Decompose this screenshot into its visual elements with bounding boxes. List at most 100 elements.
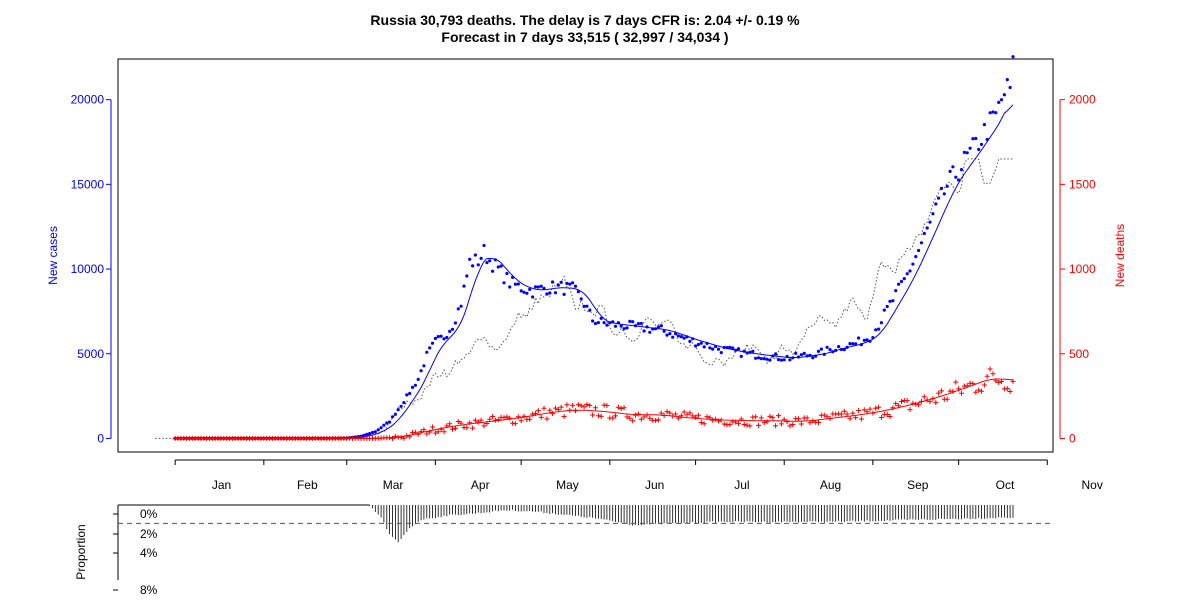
- y-right-tick-label: 0: [1069, 431, 1076, 445]
- new-deaths-point: [515, 414, 521, 420]
- new-deaths-point: [487, 416, 493, 422]
- new-deaths-point: [438, 426, 444, 432]
- cfr-tick-label: 4%: [140, 546, 158, 560]
- new-deaths-point: [810, 418, 816, 424]
- new-cases-point: [868, 339, 872, 343]
- new-deaths-point: [467, 420, 473, 426]
- new-deaths-point: [944, 396, 950, 402]
- new-cases-point: [879, 321, 884, 325]
- new-deaths-point: [713, 416, 719, 422]
- new-cases-point: [593, 321, 598, 326]
- new-deaths-point: [398, 434, 404, 440]
- new-deaths-point: [470, 425, 476, 431]
- new-deaths-point: [535, 408, 541, 414]
- new-deaths-point: [664, 409, 670, 415]
- new-deaths-point: [561, 414, 567, 419]
- new-cases-point: [496, 265, 500, 269]
- new-cases-point: [714, 344, 718, 349]
- new-cases-point: [937, 196, 941, 200]
- new-cases-point: [951, 165, 955, 169]
- new-deaths-point: [412, 429, 418, 435]
- new-deaths-point: [747, 423, 753, 429]
- new-cases-point: [568, 282, 572, 286]
- new-cases-point: [859, 343, 864, 347]
- new-deaths-point: [890, 405, 896, 411]
- new-deaths-point: [913, 401, 919, 407]
- main-plot-frame: [117, 58, 1054, 453]
- y-left-tick-label: 10000: [71, 262, 105, 276]
- new-cases-point: [654, 327, 658, 331]
- new-cases-point: [482, 243, 486, 248]
- new-cases-point: [725, 346, 729, 350]
- new-cases-point: [439, 334, 443, 338]
- new-deaths-point: [887, 414, 893, 419]
- new-deaths-point: [424, 431, 430, 437]
- new-cases-point: [908, 269, 912, 273]
- new-cases-point: [405, 393, 409, 397]
- cfr-proportion-label: Proportion: [74, 524, 88, 579]
- new-deaths-point: [504, 414, 510, 420]
- new-deaths-point: [1010, 378, 1016, 384]
- new-deaths-point: [721, 421, 727, 427]
- new-deaths-point: [764, 419, 770, 425]
- new-cases-point: [691, 337, 695, 341]
- new-cases-point: [731, 346, 735, 350]
- new-cases-point: [459, 304, 463, 308]
- new-cases-point: [648, 330, 652, 334]
- new-cases-point: [799, 353, 804, 357]
- new-deaths-point: [984, 373, 990, 379]
- new-cases-point: [831, 350, 835, 354]
- new-cases-point: [982, 123, 987, 127]
- new-cases-point: [888, 299, 892, 303]
- new-cases-point: [734, 348, 738, 352]
- new-cases-point: [931, 212, 935, 216]
- new-cases-point: [782, 358, 786, 362]
- new-cases-point: [408, 391, 412, 396]
- new-cases-point: [488, 259, 492, 263]
- new-deaths-point: [981, 382, 987, 388]
- new-cases-point: [722, 345, 726, 350]
- y-right-tick-label: 1000: [1069, 262, 1096, 276]
- new-cases-point: [465, 274, 469, 278]
- new-deaths-point: [778, 421, 784, 427]
- new-deaths-point: [521, 413, 527, 419]
- new-cases-point: [468, 257, 472, 261]
- new-cases-point: [791, 356, 795, 360]
- new-cases-point: [428, 346, 432, 350]
- new-deaths-point: [604, 403, 610, 408]
- x-tick-label: Mar: [383, 478, 404, 492]
- new-deaths-point: [684, 412, 690, 418]
- new-cases-point: [553, 291, 558, 295]
- new-cases-point: [471, 264, 475, 268]
- new-cases-point: [688, 339, 692, 343]
- new-cases-point: [968, 146, 972, 150]
- new-cases-point: [768, 358, 772, 362]
- new-cases-point: [473, 253, 477, 257]
- new-cases-point: [954, 175, 958, 179]
- new-cases-point: [453, 321, 457, 325]
- new-cases-point: [390, 415, 395, 419]
- new-deaths-point: [738, 416, 744, 422]
- new-deaths-point: [627, 415, 633, 421]
- new-deaths-point: [781, 416, 787, 422]
- new-deaths-point: [707, 415, 713, 421]
- new-cases-point: [499, 264, 503, 268]
- new-deaths-point: [878, 415, 884, 420]
- new-deaths-point: [530, 411, 536, 417]
- x-tick-label: Oct: [996, 478, 1015, 492]
- new-cases-point: [902, 277, 906, 281]
- new-cases-point: [573, 284, 578, 288]
- new-cases-point: [991, 110, 995, 114]
- new-deaths-point: [939, 388, 944, 394]
- new-cases-point: [419, 369, 423, 373]
- new-deaths-point: [956, 386, 962, 392]
- new-cases-point: [834, 348, 838, 352]
- new-cases-point: [974, 136, 978, 141]
- new-cases-point: [425, 350, 429, 354]
- new-deaths-point: [661, 413, 667, 418]
- new-cases-point: [971, 137, 975, 141]
- new-deaths-point: [856, 408, 862, 413]
- new-deaths-point: [492, 417, 498, 423]
- new-cases-point: [588, 308, 592, 312]
